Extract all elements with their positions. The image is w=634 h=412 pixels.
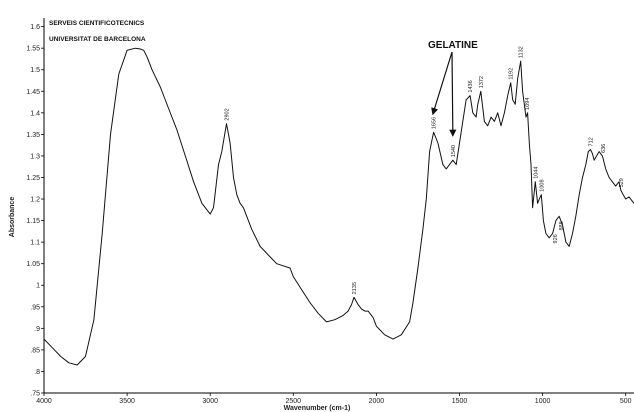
y-axis-label: Absorbance — [9, 197, 16, 238]
x-tick-label: 3500 — [119, 398, 135, 405]
series-group — [43, 47, 634, 366]
ticks-group: 4000 3500 3000 2500 2000 1500 1000 500 .75 .8 .85.… — [26, 24, 631, 405]
annotation-arrows-group — [431, 51, 457, 137]
spectrum-line — [43, 47, 634, 366]
y-tick-label: 1.15 — [26, 218, 40, 225]
peak-label: 2902 — [224, 108, 230, 120]
peak-label: 1008 — [539, 179, 545, 191]
peak-label: 1132 — [519, 46, 525, 58]
y-tick-label: 1.2 — [30, 197, 40, 204]
y-tick-label: 1 — [36, 283, 40, 290]
y-tick-label: 1.25 — [26, 175, 40, 182]
x-axis-label: Wavenumber (cm-1) — [284, 405, 351, 412]
peak-labels-group: 2902 2135 1656 1540 1436 1372 1192 1132 1094 1044… — [224, 46, 624, 294]
y-tick-label: 1.1 — [30, 240, 40, 247]
header-line-1: SERVEIS CIENTIFICOTECNICS — [49, 20, 145, 27]
header-line-2: UNIVERSITAT DE BARCELONA — [49, 36, 146, 43]
annotation-arrow — [431, 51, 453, 116]
peak-label: 529 — [619, 178, 625, 187]
y-tick-label: 1.55 — [26, 46, 40, 53]
y-tick-label: .85 — [30, 347, 40, 354]
peak-label: 712 — [588, 137, 594, 146]
x-tick-label: 1000 — [535, 398, 551, 405]
axes-group — [43, 18, 634, 394]
peak-label: 636 — [601, 144, 607, 153]
y-tick-label: 1.05 — [26, 261, 40, 268]
x-tick-label: 4000 — [36, 398, 52, 405]
y-tick-label: .95 — [30, 304, 40, 311]
y-tick-label: 1.35 — [26, 132, 40, 139]
y-tick-label: 1.4 — [30, 110, 40, 117]
peak-label: 1540 — [451, 145, 457, 157]
peak-label: 1192 — [509, 68, 515, 80]
y-tick-label: 1.6 — [30, 24, 40, 31]
annotation-arrow — [449, 51, 457, 137]
y-tick-label: .75 — [30, 391, 40, 398]
y-tick-label: 1.5 — [30, 67, 40, 74]
peak-label: 926 — [553, 234, 559, 243]
x-tick-label: 3000 — [202, 398, 218, 405]
x-tick-label: 500 — [620, 398, 632, 405]
x-tick-label: 2000 — [369, 398, 385, 405]
y-tick-label: 1.3 — [30, 153, 40, 160]
x-tick-label: 1500 — [452, 398, 468, 405]
peak-label: 1094 — [525, 98, 531, 110]
y-tick-label: .9 — [34, 326, 40, 333]
x-tick-label: 2500 — [286, 398, 302, 405]
y-tick-label: 1.45 — [26, 89, 40, 96]
peak-label: 1656 — [432, 117, 438, 129]
peak-label: 2135 — [352, 282, 358, 294]
peak-label: 888 — [559, 221, 565, 230]
gelatine-annotation: GELATINE — [428, 40, 478, 51]
peak-label: 1436 — [468, 80, 474, 92]
peak-label: 1372 — [479, 76, 485, 88]
y-tick-label: .8 — [34, 369, 40, 376]
peak-label: 1044 — [533, 167, 539, 179]
